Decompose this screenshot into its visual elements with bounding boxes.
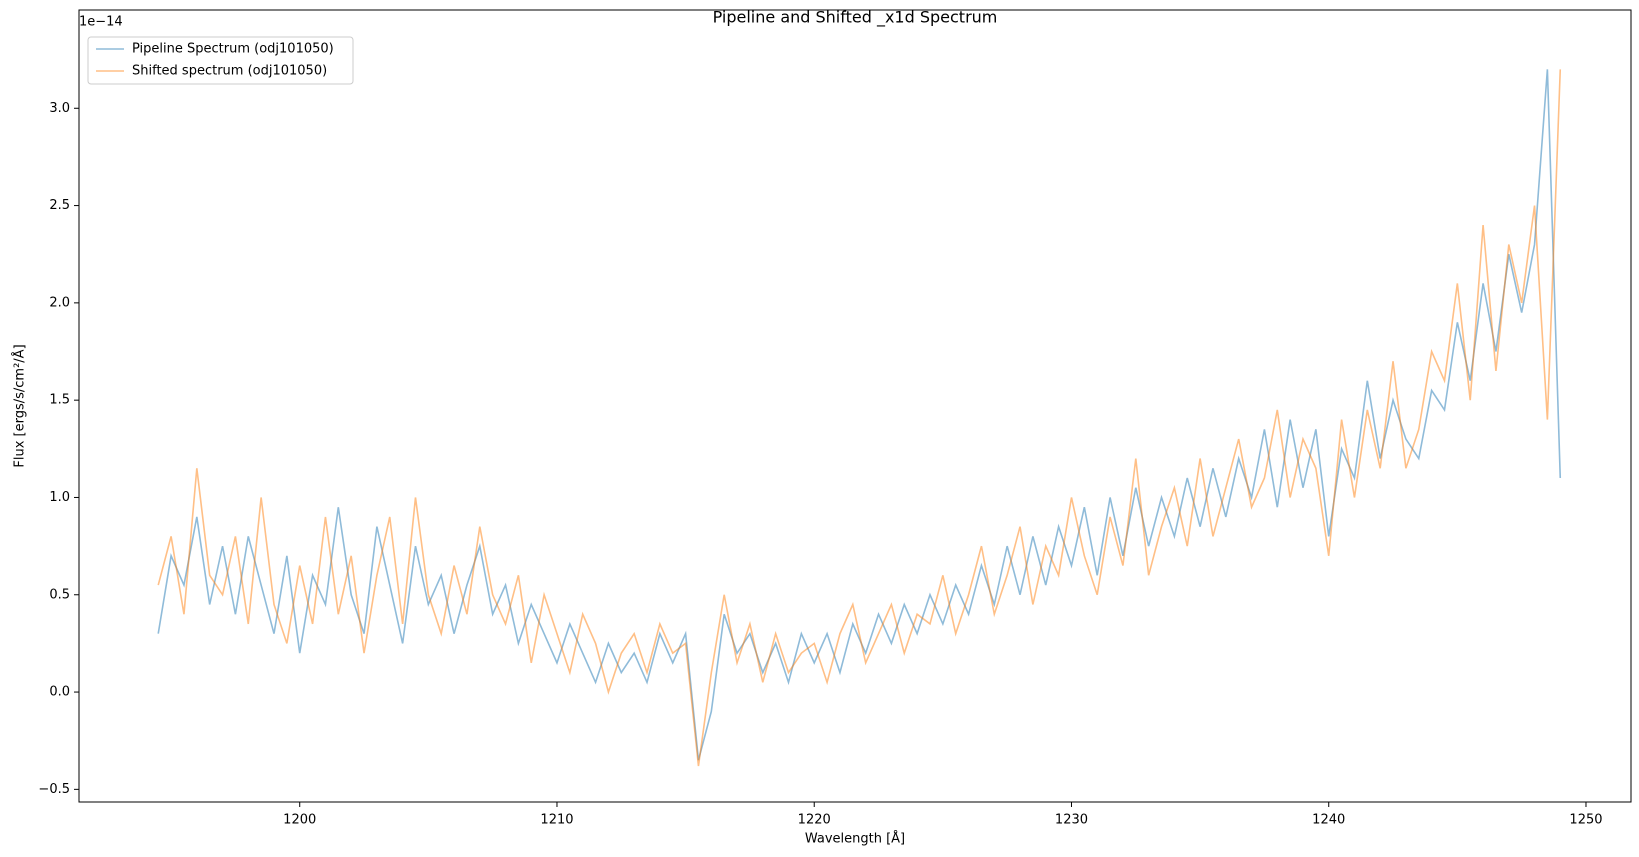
- legend-label: Shifted spectrum (odj101050): [132, 64, 327, 79]
- y-tick-label: 1.5: [49, 393, 70, 408]
- x-tick-label: 1230: [1055, 813, 1088, 828]
- x-tick-label: 1250: [1569, 813, 1602, 828]
- chart-title: Pipeline and Shifted _x1d Spectrum: [713, 8, 998, 28]
- y-tick-label: 2.5: [49, 198, 70, 213]
- spectrum-line: [157, 69, 1562, 761]
- y-tick-label: 2.0: [49, 295, 70, 310]
- spectrum-line: [157, 69, 1562, 767]
- x-axis-label: Wavelength [Å]: [805, 831, 905, 847]
- y-tick-label: 0.0: [49, 685, 70, 700]
- y-tick-label: 1.0: [49, 490, 70, 505]
- x-tick-label: 1240: [1312, 813, 1345, 828]
- y-axis-label: Flux [ergs/s/cm²/Å]: [12, 344, 28, 467]
- y-offset-label: 1e−14: [79, 15, 123, 30]
- y-tick-label: −0.5: [38, 782, 70, 797]
- x-tick-label: 1210: [540, 813, 573, 828]
- y-tick-label: 0.5: [49, 587, 70, 602]
- legend-label: Pipeline Spectrum (odj101050): [132, 42, 334, 57]
- x-tick-label: 1200: [283, 813, 316, 828]
- axes-frame: [78, 9, 1632, 803]
- legend-box: [87, 36, 354, 85]
- x-tick-label: 1220: [798, 813, 831, 828]
- y-tick-label: 3.0: [49, 101, 70, 116]
